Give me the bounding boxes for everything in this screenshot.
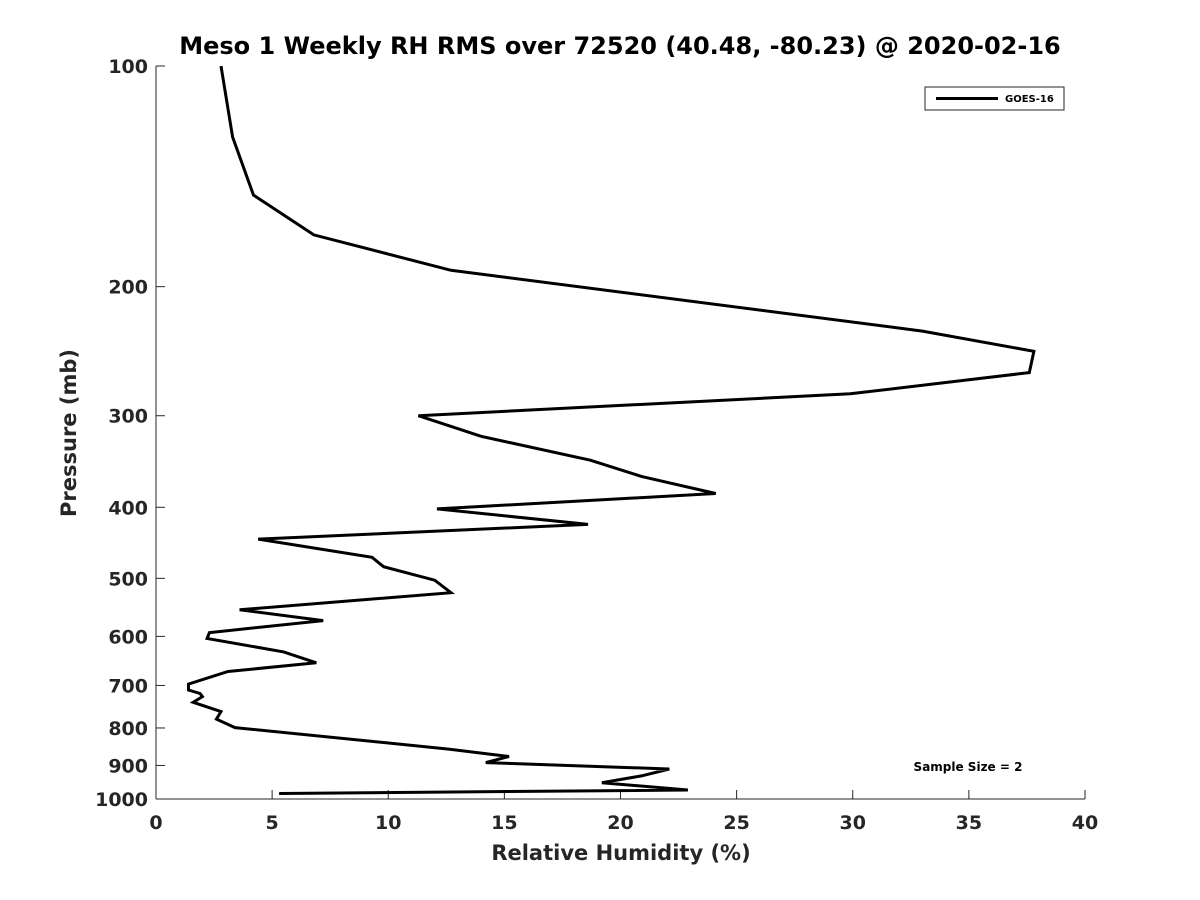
y-tick-label: 400 [108, 497, 148, 519]
x-tick-label: 25 [723, 812, 749, 834]
series-line-goes-16 [187, 65, 1036, 795]
x-tick-label: 5 [266, 812, 279, 834]
x-tick-label: 10 [375, 812, 401, 834]
y-axis-ticks: 100 200 300 400 500 600 700 800 900 1000 [95, 56, 165, 811]
y-tick-label: 200 [108, 277, 148, 299]
y-tick-label: 500 [108, 568, 148, 590]
x-axis-ticks: 0 5 10 15 20 25 30 35 40 [149, 790, 1098, 834]
y-axis-label: Pressure (mb) [57, 349, 81, 517]
chart-title: Meso 1 Weekly RH RMS over 72520 (40.48, … [179, 32, 1061, 60]
y-tick-label: 100 [108, 56, 148, 78]
sample-size-annotation: Sample Size = 2 [914, 760, 1023, 774]
x-tick-label: 0 [149, 812, 162, 834]
y-tick-label: 900 [108, 755, 148, 777]
y-tick-label: 600 [108, 626, 148, 648]
x-tick-label: 15 [491, 812, 517, 834]
y-tick-label: 700 [108, 675, 148, 697]
x-tick-label: 35 [956, 812, 982, 834]
x-tick-label: 30 [840, 812, 866, 834]
x-tick-label: 40 [1072, 812, 1098, 834]
plot-area: 0 5 10 15 20 25 30 35 40 100 200 300 400 500 600 700 80… [95, 56, 1098, 834]
y-tick-label: 1000 [95, 789, 148, 811]
y-tick-label: 800 [108, 718, 148, 740]
legend-entry-goes-16: GOES-16 [1005, 94, 1054, 105]
legend: GOES-16 [924, 86, 1065, 111]
x-tick-label: 20 [607, 812, 633, 834]
x-axis-label: Relative Humidity (%) [491, 841, 750, 865]
y-tick-label: 300 [108, 406, 148, 428]
